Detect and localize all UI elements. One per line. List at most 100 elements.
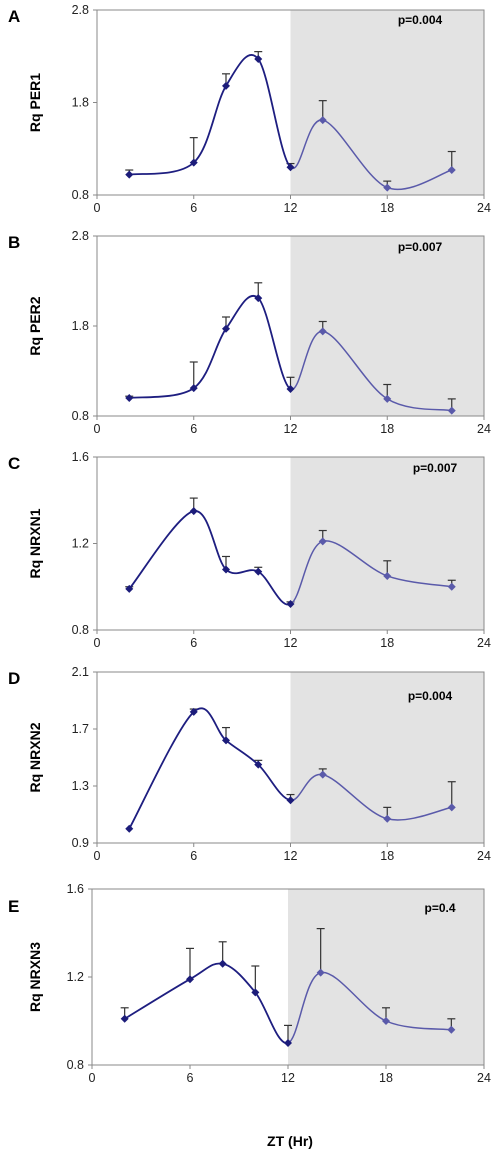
data-point-marker xyxy=(222,81,230,90)
data-point-marker xyxy=(447,803,456,812)
night-shade xyxy=(290,10,484,195)
y-tick-label: 2.1 xyxy=(72,665,89,679)
series-line-night xyxy=(289,119,452,191)
series-line-day xyxy=(128,707,291,830)
panel-e: 0.8 1.2 1.6 0 6 12 18 24 E Rq NRXN3 p=0.4 xyxy=(8,882,491,1085)
data-point-marker xyxy=(286,163,295,172)
x-tick-label: 24 xyxy=(477,1071,491,1085)
x-tick-label: 18 xyxy=(380,636,394,650)
series-line-night xyxy=(290,773,452,821)
x-tick-label: 12 xyxy=(284,201,298,215)
data-point-marker xyxy=(120,1014,129,1023)
data-point-marker xyxy=(186,975,194,984)
data-point-marker xyxy=(125,824,134,833)
data-point-marker xyxy=(125,170,134,179)
x-tick-label: 24 xyxy=(477,636,491,650)
x-tick-label: 0 xyxy=(94,636,101,650)
p-value-annotation: p=0.004 xyxy=(398,13,443,27)
data-point-marker xyxy=(447,166,456,175)
data-point-marker xyxy=(189,384,198,393)
data-point-marker xyxy=(222,565,230,574)
x-tick-label: 6 xyxy=(190,422,197,436)
data-point-marker xyxy=(383,183,392,192)
series-line-night xyxy=(290,540,452,605)
y-axis-label: Rq NRXN3 xyxy=(27,942,43,1012)
data-point-marker xyxy=(254,567,263,576)
y-tick-label: 2.8 xyxy=(72,229,89,243)
p-value-annotation: p=0.4 xyxy=(424,901,455,915)
data-point-marker xyxy=(284,1039,292,1047)
y-tick-label: 2.8 xyxy=(72,3,89,17)
data-point-marker xyxy=(447,406,456,415)
series-line-day xyxy=(128,510,291,606)
y-tick-label: 1.6 xyxy=(67,882,84,896)
panel-a: 0.8 1.8 2.8 0 6 12 18 24 A Rq PER1 p=0.004 xyxy=(8,3,491,215)
data-point-marker xyxy=(125,394,134,402)
series-line-night xyxy=(287,971,452,1044)
x-tick-label: 0 xyxy=(94,849,101,863)
panel-b: 0.8 1.8 2.8 0 6 12 18 24 B Rq PER2 p=0.007 xyxy=(8,229,491,436)
data-point-marker xyxy=(318,327,327,336)
series-line-day xyxy=(129,54,292,176)
data-point-marker xyxy=(222,736,230,745)
y-tick-label: 0.8 xyxy=(72,623,89,637)
x-tick-label: 24 xyxy=(477,422,491,436)
series-line-night xyxy=(290,330,452,412)
data-point-marker xyxy=(218,959,227,968)
y-tick-label: 1.2 xyxy=(72,537,89,551)
x-tick-label: 24 xyxy=(477,849,491,863)
x-tick-label: 18 xyxy=(380,201,394,215)
x-axis-label: ZT (Hr) xyxy=(267,1133,313,1149)
data-point-marker xyxy=(447,1025,456,1034)
data-point-marker xyxy=(251,988,260,997)
p-value-annotation: p=0.004 xyxy=(408,689,453,703)
x-tick-label: 12 xyxy=(284,422,298,436)
y-tick-label: 1.7 xyxy=(72,722,89,736)
data-point-marker xyxy=(318,770,327,779)
panel-letter: A xyxy=(8,7,20,26)
y-tick-label: 0.8 xyxy=(72,409,89,423)
p-value-annotation: p=0.007 xyxy=(398,240,443,254)
p-value-annotation: p=0.007 xyxy=(413,461,458,475)
y-tick-label: 1.6 xyxy=(72,450,89,464)
data-point-marker xyxy=(447,582,456,591)
x-tick-label: 18 xyxy=(380,849,394,863)
data-point-marker xyxy=(125,584,134,593)
y-tick-label: 0.8 xyxy=(72,188,89,202)
y-tick-label: 0.8 xyxy=(67,1058,84,1072)
data-point-marker xyxy=(189,158,198,167)
data-point-marker xyxy=(222,324,230,333)
data-point-marker xyxy=(254,760,263,769)
x-tick-label: 0 xyxy=(94,422,101,436)
data-point-marker xyxy=(383,394,392,403)
panel-d: 0.9 1.3 1.7 2.1 0 6 12 18 24 D Rq NRXN2 p=0.004 xyxy=(8,665,491,863)
x-tick-label: 18 xyxy=(379,1071,393,1085)
data-point-marker xyxy=(189,507,198,516)
data-point-marker xyxy=(316,968,325,977)
panel-letter: E xyxy=(8,897,19,916)
x-tick-label: 6 xyxy=(190,636,197,650)
y-tick-label: 1.3 xyxy=(72,779,89,793)
y-axis-label: Rq NRXN1 xyxy=(27,508,43,578)
y-tick-label: 1.2 xyxy=(67,970,84,984)
y-tick-label: 1.8 xyxy=(72,96,89,110)
series-line-day xyxy=(129,295,292,399)
y-axis-label: Rq PER2 xyxy=(27,296,43,355)
x-tick-label: 24 xyxy=(477,201,491,215)
panel-letter: B xyxy=(8,233,20,252)
x-tick-label: 12 xyxy=(284,849,298,863)
x-tick-label: 12 xyxy=(284,636,298,650)
data-point-marker xyxy=(383,814,392,823)
data-point-marker xyxy=(286,385,295,393)
panel-letter: C xyxy=(8,454,20,473)
data-point-marker xyxy=(318,116,327,125)
x-tick-label: 6 xyxy=(187,1071,194,1085)
x-tick-label: 6 xyxy=(190,849,197,863)
y-tick-label: 0.9 xyxy=(72,836,89,850)
series-line-day xyxy=(124,962,289,1044)
data-point-marker xyxy=(189,707,198,716)
x-tick-label: 12 xyxy=(281,1071,295,1085)
data-point-marker xyxy=(286,796,295,805)
night-shade xyxy=(288,889,484,1065)
